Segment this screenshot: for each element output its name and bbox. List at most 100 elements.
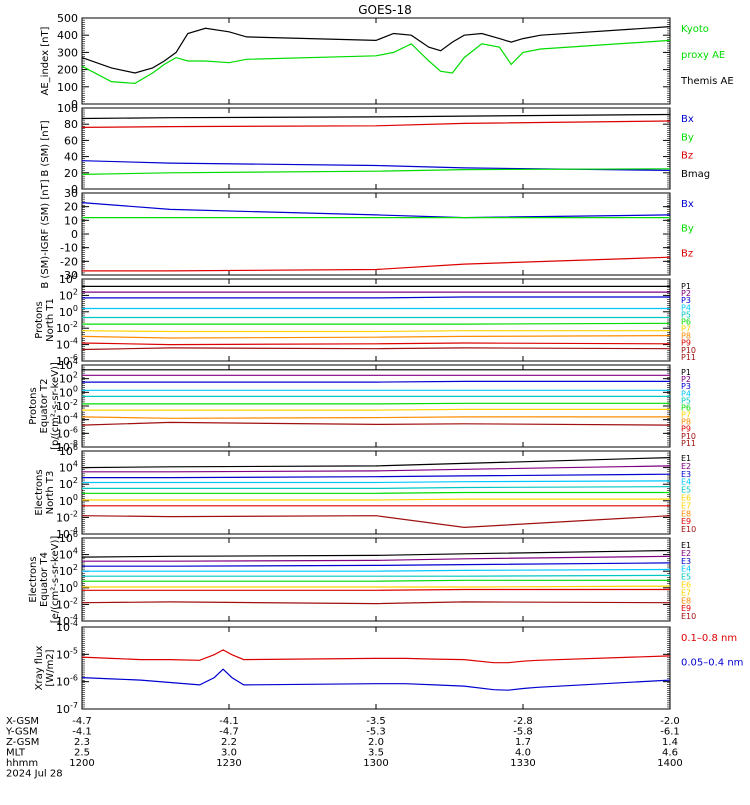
y-axis-label: B (SM) [nT] [40,120,51,176]
legend-entry: E5 [681,486,691,495]
legend-entry: E10 [681,525,696,534]
y-tick-label: 100 [57,102,78,115]
legend-entry: E6 [681,581,691,590]
y-axis-label: North T3 [45,471,56,515]
y-tick-label: 10-4 [56,613,78,628]
y-tick-label: -10 [60,242,78,255]
y-axis-label: Electrons [34,469,45,515]
y-tick-label: 100 [59,493,78,508]
series-line-By [81,168,671,175]
series-line-P3 [82,380,670,383]
x-row-value: 1230 [216,758,241,769]
legend-entry: E4 [681,565,691,574]
legend-entry: P10 [681,432,696,441]
legend-entry: Bx [681,199,694,210]
legend-entry: 0.05–0.4 nm [681,658,743,669]
legend-entry: Bx [681,114,694,125]
legend-entry: P2 [681,375,691,384]
x-row-value: 2.3 [74,737,90,748]
series-line-E3 [82,473,671,479]
series-line-0-05-0-4-nm [81,668,671,691]
x-row-value: 2.2 [221,737,237,748]
y-axis-label: North T1 [45,298,56,342]
legend-entry: Kyoto [681,24,709,35]
series-line-P10 [81,347,671,351]
series-line-E7 [82,498,670,501]
x-row-value: -5.8 [513,727,533,738]
y-tick-label: 10-7 [56,701,78,716]
legend-entry: P2 [681,289,691,298]
legend-entry: E7 [681,588,691,597]
series-line-P6 [82,402,670,405]
legend-entry: E9 [681,517,691,526]
x-row-name: Z-GSM [6,737,39,748]
legend-entry: E10 [681,612,696,621]
y-axis-label: AE_index [nT] [40,26,51,95]
legend-entry: P3 [681,296,691,305]
y-tick-label: 80 [64,118,78,131]
panel-2: 100 80 60 40 20 0 B (SM) [nT] Bx By Bz Bmag [40,102,710,196]
y-tick-label: 60 [64,134,78,147]
y-tick-label: 10-2 [56,596,78,611]
legend-entry: E9 [681,604,691,613]
series-line-E4 [82,568,671,572]
x-row-value: 2.0 [368,737,384,748]
series-line-Kyoto-proxy-AE [81,39,671,85]
x-row-value: -4.1 [72,727,92,738]
panel-8: 10-4 10-5 10-6 10-7 Xray flux [W/m2] 0.1–0.8 n… [34,619,743,716]
series-line-P7 [82,408,670,411]
y-axis-label: [p/(cm²-s-sr-keV)] [50,362,61,450]
x-row-name: X-GSM [6,716,39,727]
y-axis-label: Equator T4 [39,552,50,607]
legend-entry: E8 [681,509,691,518]
y-tick-label: 10-2 [56,398,78,413]
x-row-value: 2.5 [74,748,90,759]
legend-entry: P4 [681,303,691,312]
x-row-value: 3.0 [221,748,237,759]
legend-entry: E1 [681,454,691,463]
y-tick-label: 102 [59,563,78,578]
panel-frame [81,537,671,622]
legend-entry: E1 [681,541,691,550]
legend-entry: Bz [681,151,693,162]
x-row-value: -3.5 [366,716,386,727]
panel-frame [81,107,671,190]
y-tick-label: 104 [59,460,78,475]
y-axis-label: Protons [34,301,45,338]
legend-entry: E2 [681,462,691,471]
legend-entry: P1 [681,368,691,377]
y-tick-label: 100 [59,384,78,399]
legend-entry: By [681,224,694,235]
legend-entry: P9 [681,425,691,434]
series-line-Themis-AE [81,26,671,74]
y-tick-label: 0 [71,183,78,196]
series-line-E5 [82,486,671,489]
y-tick-label: 10-4 [56,412,78,427]
y-tick-label: -20 [60,255,78,268]
x-row-name: MLT [6,748,26,759]
y-tick-label: 10 [64,214,78,227]
y-tick-label: 40 [64,151,78,164]
panel-frame [81,192,671,276]
y-tick-label: 102 [59,476,78,491]
legend-entry: proxy AE [681,50,725,61]
legend-entry: E6 [681,494,691,503]
series-line-E1 [81,457,671,469]
series-line-E3 [82,562,671,567]
legend-entry: P9 [681,339,691,348]
x-row-value: 1200 [69,758,94,769]
y-tick-label: 104 [59,271,78,286]
y-tick-label: 500 [57,12,78,25]
y-tick-label: 100 [59,304,78,319]
chart-title: GOES-18 [358,3,412,17]
x-row-value: -4.7 [219,727,239,738]
panel-1: 500 400 300 200 100 0 AE_index [nT] Kyoto proxy … [40,12,734,111]
x-row-name: Y-GSM [5,727,38,738]
y-tick-label: 10-6 [56,425,78,440]
y-tick-label: 106 [59,530,78,545]
y-tick-label: 10-4 [56,337,78,352]
